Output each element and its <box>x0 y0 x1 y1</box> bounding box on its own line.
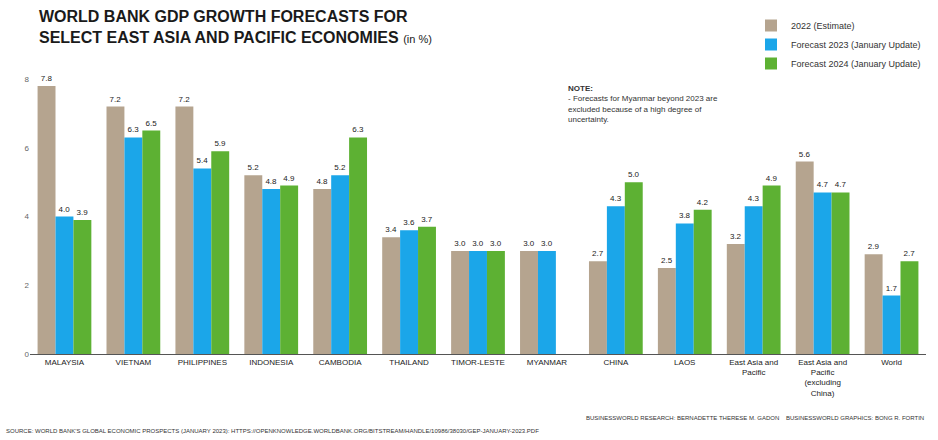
svg-text:3.7: 3.7 <box>421 215 433 224</box>
svg-text:MALAYSIA: MALAYSIA <box>45 358 85 367</box>
svg-text:2: 2 <box>25 281 30 290</box>
svg-text:2.7: 2.7 <box>592 249 604 258</box>
svg-text:3.4: 3.4 <box>385 225 397 234</box>
svg-text:4.8: 4.8 <box>316 177 328 186</box>
svg-text:3.0: 3.0 <box>523 239 535 248</box>
svg-text:5.2: 5.2 <box>334 163 346 172</box>
svg-text:LAOS: LAOS <box>674 358 695 367</box>
svg-text:3.9: 3.9 <box>77 208 89 217</box>
svg-text:6: 6 <box>25 144 30 153</box>
svg-text:East Asia andPacific(excluding: East Asia andPacific(excludingChina) <box>798 358 847 398</box>
svg-text:5.2: 5.2 <box>247 163 259 172</box>
svg-text:Forecast 2023 (January Update): Forecast 2023 (January Update) <box>791 40 921 50</box>
svg-text:3.8: 3.8 <box>679 211 691 220</box>
svg-text:VIETNAM: VIETNAM <box>116 358 152 367</box>
svg-text:2.5: 2.5 <box>661 256 673 265</box>
svg-text:CAMBODIA: CAMBODIA <box>319 358 362 367</box>
svg-text:4.7: 4.7 <box>835 180 847 189</box>
svg-text:0: 0 <box>25 350 30 359</box>
svg-text:4.3: 4.3 <box>748 194 760 203</box>
svg-text:CHINA: CHINA <box>603 358 629 367</box>
svg-text:World: World <box>881 358 902 367</box>
svg-text:WORLD BANK GDP GROWTH FORECAST: WORLD BANK GDP GROWTH FORECASTS FORSELEC… <box>39 8 432 46</box>
svg-text:MYANMAR: MYANMAR <box>527 358 568 367</box>
svg-text:5.9: 5.9 <box>214 139 226 148</box>
svg-text:INDONESIA: INDONESIA <box>249 358 294 367</box>
svg-text:THAILAND: THAILAND <box>389 358 429 367</box>
svg-text:2022 (Estimate): 2022 (Estimate) <box>791 21 855 31</box>
svg-text:7.2: 7.2 <box>179 95 191 104</box>
svg-text:4.3: 4.3 <box>610 194 622 203</box>
svg-text:Forecast 2024 (January Update): Forecast 2024 (January Update) <box>791 59 921 69</box>
svg-text:3.0: 3.0 <box>472 239 484 248</box>
svg-text:5.6: 5.6 <box>799 150 811 159</box>
svg-text:4.0: 4.0 <box>59 205 71 214</box>
svg-text:6.3: 6.3 <box>128 125 140 134</box>
svg-text:7.8: 7.8 <box>41 74 53 83</box>
svg-text:4: 4 <box>25 212 30 221</box>
svg-text:7.2: 7.2 <box>110 95 122 104</box>
svg-text:3.6: 3.6 <box>403 218 415 227</box>
svg-text:2.9: 2.9 <box>868 242 880 251</box>
svg-text:East Asia andPacific: East Asia andPacific <box>729 358 778 377</box>
svg-text:5.0: 5.0 <box>628 170 640 179</box>
svg-text:4.9: 4.9 <box>283 174 295 183</box>
svg-text:4.2: 4.2 <box>697 198 709 207</box>
svg-text:TIMOR-LESTE: TIMOR-LESTE <box>451 358 505 367</box>
svg-text:6.3: 6.3 <box>352 125 364 134</box>
svg-text:PHILIPPINES: PHILIPPINES <box>178 358 227 367</box>
svg-text:NOTE:- Forecasts for Myanmar b: NOTE:- Forecasts for Myanmar beyond 2023… <box>568 84 718 124</box>
svg-text:BUSINESSWORLD RESEARCH: BERNAD: BUSINESSWORLD RESEARCH: BERNADETTE THERE… <box>586 415 924 421</box>
svg-text:1.7: 1.7 <box>886 284 898 293</box>
svg-text:3.0: 3.0 <box>541 239 553 248</box>
svg-text:3.0: 3.0 <box>454 239 466 248</box>
svg-text:8: 8 <box>25 75 30 84</box>
svg-text:4.9: 4.9 <box>766 174 778 183</box>
svg-text:6.5: 6.5 <box>145 119 157 128</box>
svg-text:5.4: 5.4 <box>196 156 208 165</box>
svg-text:4.7: 4.7 <box>817 180 829 189</box>
svg-text:4.8: 4.8 <box>265 177 277 186</box>
svg-text:SOURCE: WORLD BANK'S GLOBAL EC: SOURCE: WORLD BANK'S GLOBAL ECONOMIC PRO… <box>6 428 539 434</box>
svg-text:3.2: 3.2 <box>730 232 742 241</box>
svg-text:3.0: 3.0 <box>490 239 502 248</box>
svg-text:2.7: 2.7 <box>904 249 916 258</box>
